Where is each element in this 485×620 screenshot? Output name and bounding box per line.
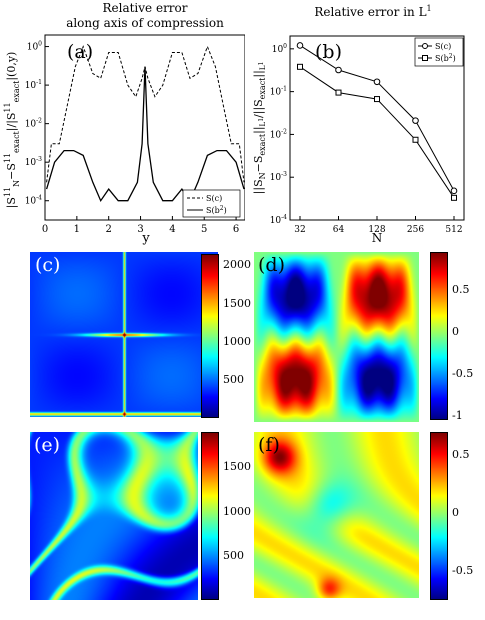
svg-text:S(b2): S(b2) bbox=[435, 53, 456, 63]
heatmap-c bbox=[30, 252, 218, 417]
svg-text:||SN−Sexact||L1/||Sexact||L1: ||SN−Sexact||L1/||Sexact||L1 bbox=[252, 62, 267, 195]
chart-a-xtick-label: 3 bbox=[137, 224, 143, 235]
chart-b-ylabel: ||SN−Sexact||L1/||Sexact||L1 bbox=[252, 62, 267, 195]
chart-b-ytick-label: 100 bbox=[272, 43, 287, 55]
chart-a-frame bbox=[44, 34, 245, 221]
chart-a: Relative error along axis of compression… bbox=[3, 1, 245, 245]
colorbar-c-tick: 500 bbox=[223, 372, 244, 386]
chart-a-title-line1: Relative error bbox=[102, 1, 187, 15]
colorbar-c bbox=[201, 254, 219, 418]
chart-b-title: Relative error in L1 bbox=[314, 4, 431, 19]
series-sb2-line bbox=[299, 66, 455, 199]
colorbar-d-tick: -1 bbox=[452, 408, 463, 422]
chart-a-xtick-label: 2 bbox=[106, 224, 112, 235]
chart-a-xlabel: y bbox=[141, 231, 150, 245]
chart-a-xtick-label: 6 bbox=[233, 224, 239, 235]
chart-b-xtick-label: 256 bbox=[407, 225, 424, 235]
colorbar-e-tick: 1500 bbox=[223, 460, 251, 474]
chart-a-title-line2: along axis of compression bbox=[66, 16, 224, 30]
colorbar-f-tick: 0 bbox=[452, 506, 459, 520]
chart-a-legend: S(c) S(b2) bbox=[182, 189, 241, 218]
colorbar-c-tick: 1000 bbox=[223, 334, 251, 348]
colorbar-f bbox=[430, 432, 448, 600]
chart-b-ytick-label: 10-2 bbox=[270, 128, 287, 140]
chart-b-xtick-label: 512 bbox=[445, 225, 462, 235]
heatmap-f-label: (f) bbox=[258, 434, 280, 456]
series-sb2-point bbox=[451, 194, 457, 201]
heatmap-d bbox=[254, 252, 419, 422]
series-sc-line bbox=[299, 44, 455, 192]
colorbar-e-tick: 500 bbox=[223, 548, 244, 562]
svg-text:S(c): S(c) bbox=[206, 194, 222, 203]
colorbar-f-tick: -0.5 bbox=[452, 564, 474, 578]
series-sc-point bbox=[335, 66, 342, 74]
series-sc-point bbox=[450, 187, 458, 195]
colorbar-c-tick: 2000 bbox=[223, 258, 251, 272]
series-sb2-point bbox=[412, 136, 419, 143]
heatmap-e-label: (e) bbox=[34, 434, 61, 456]
colorbar-d-tick: -0.5 bbox=[452, 366, 474, 380]
heatmap-f bbox=[254, 432, 419, 598]
series-sb2-point bbox=[374, 96, 380, 103]
colorbar-d-tick: 0.5 bbox=[452, 282, 470, 296]
colorbar-e-tick: 1000 bbox=[223, 504, 251, 518]
colorbar-d-tick: 0 bbox=[452, 324, 459, 338]
colorbar-e bbox=[201, 432, 219, 600]
chart-b-xtick-label: 32 bbox=[294, 225, 305, 235]
series-sc-point bbox=[373, 78, 381, 86]
chart-a-xtick-label: 0 bbox=[42, 224, 48, 235]
chart-b-legend: S(c) S(b2) bbox=[414, 37, 464, 67]
chart-b-ytick-label: 10-1 bbox=[270, 86, 287, 98]
svg-text:S(c): S(c) bbox=[435, 42, 451, 51]
chart-b-panel-label: (b) bbox=[315, 41, 342, 63]
chart-a-xtick-label: 4 bbox=[169, 224, 175, 235]
series-sc-point bbox=[412, 117, 419, 124]
chart-b-xtick-label: 64 bbox=[333, 225, 345, 235]
chart-b-ytick-label: 10-3 bbox=[270, 171, 287, 183]
series-sc-point bbox=[296, 42, 304, 49]
chart-a-xtick-label: 1 bbox=[74, 224, 80, 235]
series-sb2-line bbox=[45, 66, 245, 203]
series-sb2-point bbox=[297, 63, 303, 70]
series-sb2-point bbox=[335, 89, 342, 96]
colorbar-c-tick: 1500 bbox=[223, 296, 251, 310]
colorbar-d bbox=[430, 252, 448, 420]
chart-a-xtick-label: 5 bbox=[201, 224, 207, 235]
chart-a-panel-label: (a) bbox=[67, 41, 93, 63]
heatmap-e bbox=[30, 432, 198, 600]
chart-b-xlabel: N bbox=[372, 231, 383, 245]
svg-text:S(b2): S(b2) bbox=[206, 205, 227, 215]
chart-b-xtick-label: 128 bbox=[368, 225, 385, 235]
heatmap-c-label: (c) bbox=[35, 254, 61, 276]
chart-b-ytick-label: 10-4 bbox=[270, 214, 287, 226]
chart-b: Relative error in L1 32 64 128 256 512 10-4 10… bbox=[252, 4, 465, 245]
colorbar-f-tick: 0.5 bbox=[452, 448, 470, 462]
heatmap-d-label: (d) bbox=[258, 254, 285, 276]
